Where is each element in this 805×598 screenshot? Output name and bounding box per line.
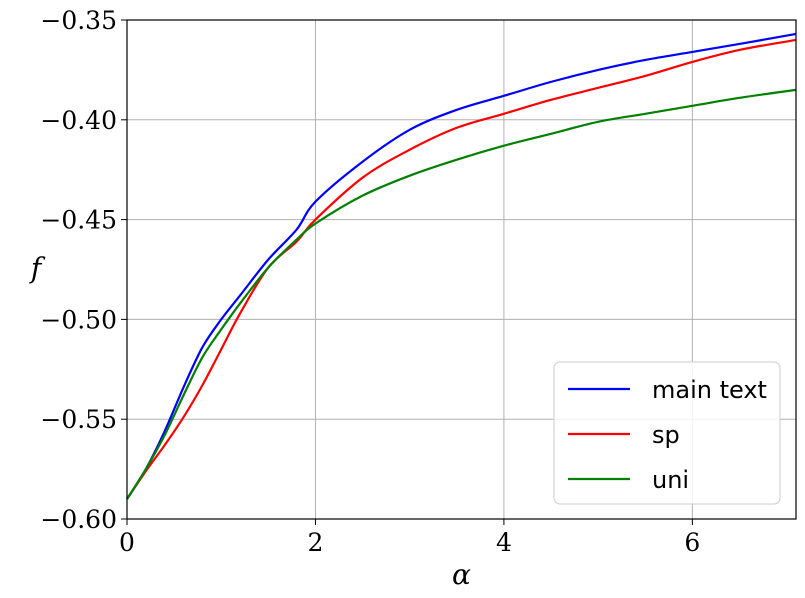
legend-label: sp	[652, 421, 680, 449]
x-tick-label: 2	[307, 528, 323, 557]
legend-label: uni	[652, 466, 689, 494]
y-tick-label: −0.50	[40, 305, 117, 334]
y-tick-label: −0.45	[40, 206, 117, 235]
series-line-main-text	[126, 32, 797, 500]
x-tick-label: 6	[684, 528, 700, 557]
plot-area	[126, 19, 797, 520]
axis-ticks: 0 2 4 6 −0.60 −0.55 −0.50 −0.45 −0.40 −0.35	[40, 6, 700, 557]
y-tick-label: −0.35	[40, 6, 117, 35]
x-tick-label: 4	[496, 528, 512, 557]
y-axis-label: f	[29, 252, 46, 285]
series-line-sp	[126, 38, 797, 500]
series-lines	[126, 32, 797, 500]
y-tick-label: −0.60	[40, 505, 117, 534]
y-tick-label: −0.40	[40, 106, 117, 135]
legend-label: main text	[652, 376, 767, 404]
y-tick-label: −0.55	[40, 405, 117, 434]
x-axis-label: α	[452, 558, 471, 591]
legend-box	[553, 361, 781, 505]
x-tick-label: 0	[119, 528, 135, 557]
legend: main text sp uni	[553, 361, 781, 505]
series-line-uni	[126, 88, 797, 500]
